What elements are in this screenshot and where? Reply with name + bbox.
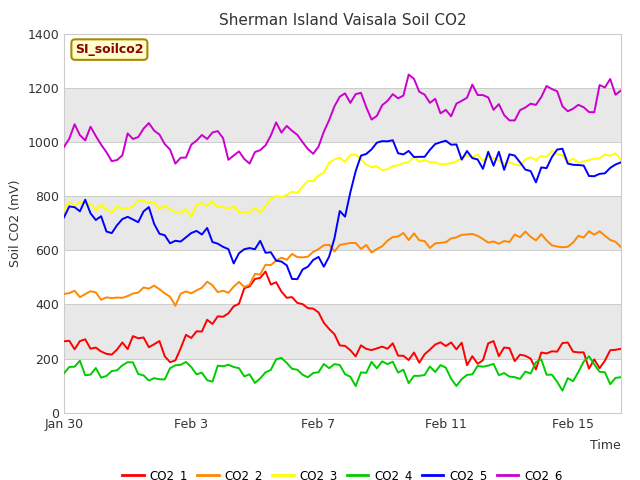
Text: Time: Time xyxy=(590,439,621,452)
CO2_3 xyxy=(389,163,397,169)
CO2_5 xyxy=(554,147,561,153)
CO2_4 xyxy=(76,358,84,363)
CO2_5 xyxy=(617,159,625,165)
CO2_2 xyxy=(60,291,68,297)
CO2_4 xyxy=(543,372,550,378)
CO2_3 xyxy=(394,162,402,168)
CO2_3 xyxy=(447,160,455,166)
CO2_6 xyxy=(76,132,84,138)
CO2_2 xyxy=(172,303,179,309)
Line: CO2_5: CO2_5 xyxy=(64,140,621,279)
CO2_4 xyxy=(383,361,391,367)
Line: CO2_3: CO2_3 xyxy=(64,151,621,216)
CO2_6 xyxy=(617,88,625,94)
Line: CO2_1: CO2_1 xyxy=(64,272,621,370)
CO2_3 xyxy=(60,207,68,213)
CO2_4 xyxy=(559,388,566,394)
CO2_6 xyxy=(452,101,460,107)
CO2_2 xyxy=(585,228,593,234)
Bar xyxy=(64,196,621,250)
Line: CO2_2: CO2_2 xyxy=(64,231,621,306)
CO2_1 xyxy=(60,338,68,344)
CO2_3 xyxy=(554,151,561,157)
CO2_2 xyxy=(617,244,625,250)
Y-axis label: Soil CO2 (mV): Soil CO2 (mV) xyxy=(9,180,22,267)
CO2_5 xyxy=(60,215,68,220)
CO2_4 xyxy=(389,359,397,365)
CO2_1 xyxy=(554,349,561,355)
CO2_2 xyxy=(389,234,397,240)
CO2_6 xyxy=(554,88,561,94)
CO2_3 xyxy=(188,214,195,219)
CO2_4 xyxy=(420,372,428,378)
Line: CO2_4: CO2_4 xyxy=(64,356,621,391)
CO2_4 xyxy=(585,353,593,359)
CO2_3 xyxy=(617,156,625,162)
CO2_1 xyxy=(394,353,402,359)
Title: Sherman Island Vaisala Soil CO2: Sherman Island Vaisala Soil CO2 xyxy=(219,13,466,28)
CO2_5 xyxy=(399,152,407,157)
CO2_2 xyxy=(76,294,84,300)
CO2_3 xyxy=(76,199,84,205)
CO2_3 xyxy=(548,148,556,154)
CO2_6 xyxy=(60,144,68,150)
CO2_6 xyxy=(405,72,413,77)
CO2_1 xyxy=(447,339,455,345)
CO2_3 xyxy=(426,159,434,165)
CO2_4 xyxy=(442,365,450,371)
CO2_2 xyxy=(447,236,455,241)
CO2_1 xyxy=(262,269,269,275)
CO2_5 xyxy=(431,141,439,147)
CO2_2 xyxy=(548,242,556,248)
CO2_2 xyxy=(426,245,434,251)
CO2_1 xyxy=(532,367,540,372)
Text: SI_soilco2: SI_soilco2 xyxy=(75,43,143,56)
CO2_5 xyxy=(389,137,397,143)
CO2_5 xyxy=(452,142,460,147)
CO2_5 xyxy=(294,276,301,282)
CO2_5 xyxy=(76,208,84,214)
CO2_6 xyxy=(431,96,439,102)
Legend: CO2_1, CO2_2, CO2_3, CO2_4, CO2_5, CO2_6: CO2_1, CO2_2, CO2_3, CO2_4, CO2_5, CO2_6 xyxy=(118,464,567,480)
CO2_1 xyxy=(389,340,397,346)
CO2_5 xyxy=(394,150,402,156)
Bar xyxy=(64,304,621,359)
CO2_2 xyxy=(394,234,402,240)
CO2_6 xyxy=(172,161,179,167)
CO2_4 xyxy=(60,371,68,376)
CO2_4 xyxy=(617,374,625,380)
CO2_1 xyxy=(617,346,625,352)
CO2_1 xyxy=(76,338,84,344)
CO2_1 xyxy=(426,347,434,352)
Bar xyxy=(64,88,621,142)
Line: CO2_6: CO2_6 xyxy=(64,74,621,164)
CO2_6 xyxy=(389,91,397,97)
CO2_6 xyxy=(394,96,402,101)
